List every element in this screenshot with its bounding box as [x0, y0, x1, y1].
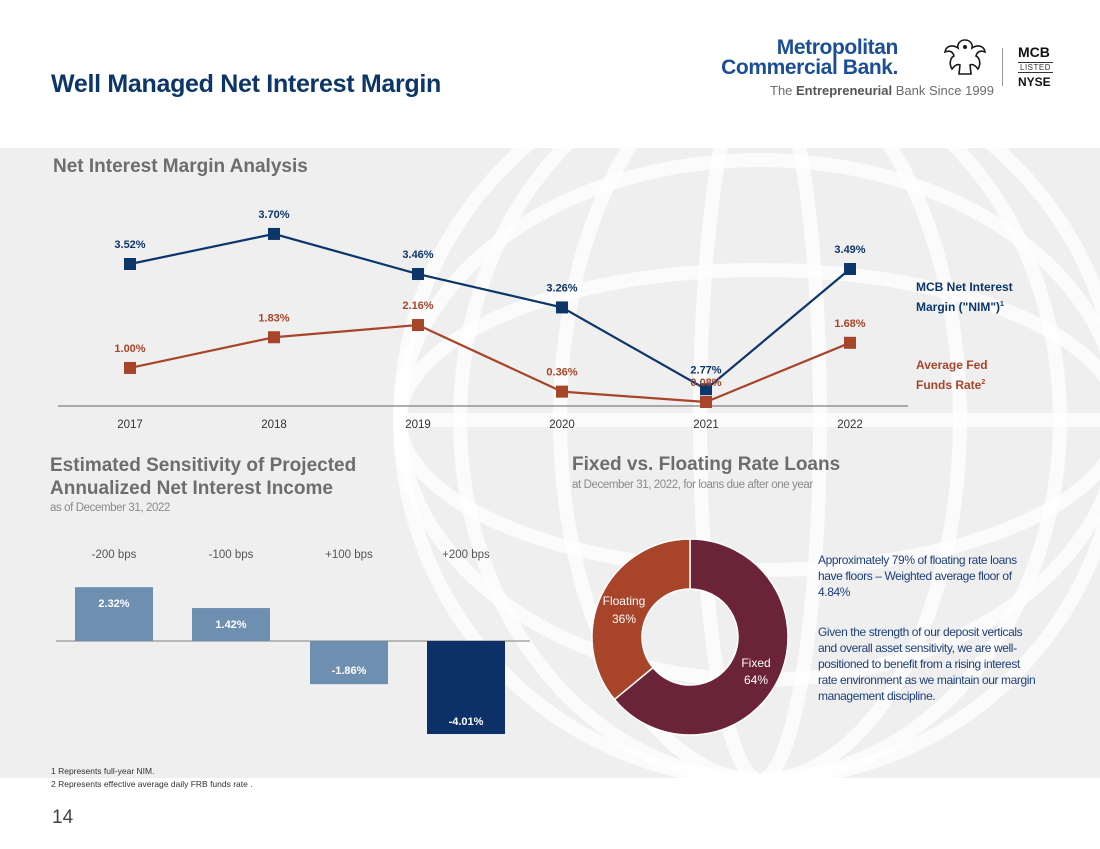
fed-point-2022: [844, 336, 856, 349]
bar-category--200 bps: -200 bps: [92, 549, 137, 561]
legend-fed-line-2: Funds Rate: [916, 378, 982, 392]
fed-point-2017: [124, 361, 136, 374]
logo-divider: [1002, 48, 1003, 86]
fed-label-2017: 1.00%: [114, 343, 145, 355]
bar-category-+100 bps: +100 bps: [325, 549, 373, 561]
ticker-symbol: MCB: [1018, 44, 1050, 60]
logo-line-2: Commercial Bank.: [721, 56, 898, 79]
nim-series-line: [129, 232, 851, 391]
floors-note: Approximately 79% of floating rate loans…: [818, 553, 1017, 599]
nim-section-title: Net Interest Margin Analysis: [53, 156, 308, 177]
bar-label-+200 bps: -4.01%: [449, 716, 484, 728]
fed-point-2018: [268, 331, 280, 344]
fed-point-2020: [556, 385, 568, 398]
bar-+100 bps: [310, 641, 388, 685]
nim-point-2017: [124, 258, 136, 270]
fed-label-2019: 2.16%: [402, 300, 433, 312]
donut-label-floating-name: Floating: [603, 594, 646, 608]
legend-nim-line-1: MCB Net Interest: [916, 280, 1013, 294]
x-tick-label-2022: 2022: [837, 419, 863, 431]
fed-series-line: [129, 323, 851, 404]
company-logo: Metropolitan Commercial Bank. The Entrep…: [721, 34, 1060, 104]
fed-label-2018: 1.83%: [258, 312, 289, 324]
nim-label-2022: 3.49%: [834, 244, 865, 256]
bar-category-+200 bps: +200 bps: [442, 549, 490, 561]
footnote-1: 1 Represents full-year NIM.: [51, 766, 155, 776]
exchange-label: NYSE: [1018, 75, 1051, 89]
nim-point-2018: [268, 227, 280, 240]
nim-label-2021: 2.77%: [690, 364, 721, 376]
donut-slice-fixed: [613, 538, 789, 736]
legend-nim: MCB Net Interest Margin ("NIM")1: [916, 279, 1013, 316]
sensitivity-title: Estimated Sensitivity of Projected Annua…: [50, 454, 356, 500]
x-tick-label-2020: 2020: [549, 419, 575, 431]
donut-label-fixed-value: 64%: [744, 673, 768, 687]
nim-label-2019: 3.46%: [402, 249, 433, 261]
bar--100 bps: [192, 608, 270, 641]
sensitivity-title-line-1: Estimated Sensitivity of Projected: [50, 455, 357, 476]
logo-tagline: The Entrepreneurial Bank Since 1999: [770, 83, 995, 98]
fed-point-2019: [412, 319, 424, 332]
bar-category--100 bps: -100 bps: [209, 549, 254, 561]
strength-note: Given the strength of our deposit vertic…: [818, 625, 1036, 703]
nim-label-2017: 3.52%: [114, 239, 145, 251]
x-tick-label-2017: 2017: [117, 419, 143, 431]
sensitivity-title-line-2: Annualized Net Interest Income: [50, 478, 333, 499]
x-tick-label-2019: 2019: [405, 419, 431, 431]
bar-label--100 bps: 1.42%: [215, 619, 246, 631]
legend-fed-line-1: Average Fed: [916, 358, 988, 372]
sensitivity-subtitle: as of December 31, 2022: [50, 502, 170, 514]
nim-point-2019: [412, 268, 424, 281]
fed-label-2022: 1.68%: [834, 318, 865, 330]
logo-line-1: Metropolitan: [776, 36, 899, 59]
x-tick-label-2021: 2021: [693, 419, 719, 431]
nim-point-2020: [556, 301, 568, 314]
loans-subtitle: at December 31, 2022, for loans due afte…: [572, 479, 813, 491]
bar-label-+100 bps: -1.86%: [332, 665, 367, 677]
donut-label-floating-value: 36%: [612, 612, 636, 626]
fed-label-2021: 0.08%: [690, 377, 721, 389]
page-title: Well Managed Net Interest Margin: [51, 70, 442, 98]
nim-label-2020: 3.26%: [546, 282, 577, 294]
legend-fed: Average Fed Funds Rate2: [916, 357, 988, 394]
donut-slice-floating: [591, 538, 691, 701]
nim-point-2022: [844, 263, 856, 276]
donut-label-fixed-name: Fixed: [741, 656, 770, 670]
loans-title: Fixed vs. Floating Rate Loans: [572, 454, 841, 475]
nim-label-2018: 3.70%: [258, 209, 289, 221]
bar-label--200 bps: 2.32%: [98, 598, 129, 610]
listed-label: LISTED: [1018, 62, 1054, 73]
bar-+200 bps: [427, 641, 505, 735]
bar--200 bps: [75, 587, 153, 641]
legend-nim-line-2: Margin ("NIM"): [916, 300, 1001, 314]
legend-fed-footnote-mark: 2: [981, 379, 986, 386]
x-tick-label-2018: 2018: [261, 419, 287, 431]
page-number: 14: [52, 807, 74, 828]
eagle-icon: [943, 39, 987, 75]
legend-nim-footnote-mark: 1: [1000, 301, 1004, 308]
footnote-2: 2 Represents effective average daily FRB…: [51, 779, 253, 789]
nim-point-2021: [700, 383, 712, 396]
fed-label-2020: 0.36%: [546, 367, 577, 379]
fed-point-2021: [700, 396, 712, 408]
